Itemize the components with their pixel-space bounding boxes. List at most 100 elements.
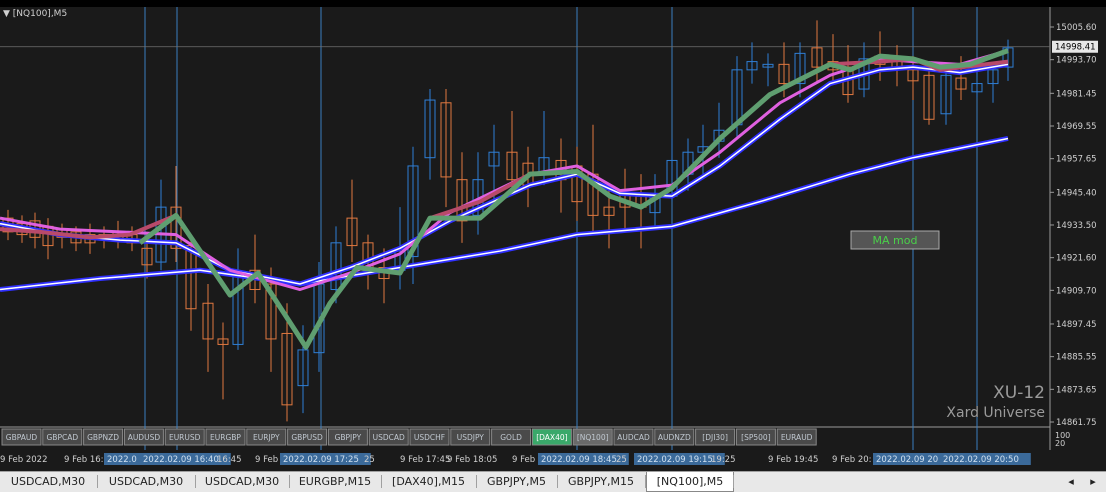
symbol-button-label: GBPCAD bbox=[46, 433, 78, 442]
symbol-button-dax40[interactable] bbox=[531, 428, 572, 446]
chart-symbol-label: [NQ100],M5 bbox=[12, 9, 68, 19]
ma-mod-label: MA mod bbox=[873, 234, 918, 247]
symbol-button-sp500[interactable] bbox=[735, 428, 776, 446]
symbol-button-label: GBPAUD bbox=[6, 433, 38, 442]
bull-candle bbox=[987, 69, 999, 85]
brand-subtitle: Xard Universe bbox=[946, 405, 1045, 421]
symbol-button-eurusd[interactable] bbox=[164, 428, 205, 446]
tab-separator bbox=[289, 475, 290, 488]
time-label: 2022.02.09 18:45 bbox=[541, 455, 617, 465]
time-highlight bbox=[104, 453, 142, 465]
chart-tab-6[interactable]: GBPJPY,M15 bbox=[567, 475, 635, 488]
price-label: 14957.65 bbox=[1056, 155, 1097, 165]
time-label: 9 Feb 19:45 bbox=[768, 455, 818, 465]
bear-candle bbox=[217, 338, 229, 345]
scroll-left-icon[interactable]: ◂ bbox=[1068, 475, 1074, 488]
time-label: 9 Feb 17:45 bbox=[400, 455, 450, 465]
bear-candle bbox=[281, 332, 293, 406]
time-label: 9 Feb 18:05 bbox=[447, 455, 497, 465]
time-highlight bbox=[140, 453, 231, 465]
bull-candle bbox=[1002, 47, 1014, 68]
symbol-button-gold[interactable] bbox=[491, 428, 532, 446]
symbol-button-label: AUDCAD bbox=[617, 433, 650, 442]
chart-tab-5[interactable]: GBPJPY,M5 bbox=[486, 475, 547, 488]
symbol-button-eurjpy[interactable] bbox=[246, 428, 287, 446]
symbol-button-audnzd[interactable] bbox=[654, 428, 695, 446]
symbol-button-gbpusd[interactable] bbox=[287, 428, 328, 446]
symbol-button-gbpjpy[interactable] bbox=[327, 428, 368, 446]
indicator-scale-20: 20 bbox=[1055, 439, 1065, 448]
symbol-button-nq100[interactable] bbox=[572, 428, 613, 446]
chart-tab-4[interactable]: [DAX40],M15 bbox=[392, 475, 465, 488]
symbol-button-usdjpy[interactable] bbox=[450, 428, 491, 446]
symbol-button-label: GBPUSD bbox=[291, 433, 323, 442]
bear-candle bbox=[778, 63, 790, 85]
price-label: 14945.40 bbox=[1056, 188, 1097, 198]
symbol-button-gbpaud[interactable] bbox=[1, 428, 42, 446]
symbol-button-gbpcad[interactable] bbox=[42, 428, 83, 446]
time-label: 2022.02.09 19:15 bbox=[637, 455, 713, 465]
time-highlight bbox=[873, 453, 948, 465]
symbol-button-label: USDCHF bbox=[414, 433, 445, 442]
symbol-button-audcad[interactable] bbox=[613, 428, 654, 446]
scroll-right-icon[interactable]: ▸ bbox=[1090, 475, 1096, 488]
time-label: 2022.02.09 17:25 bbox=[283, 455, 359, 465]
time-label: 2022.0 bbox=[107, 455, 137, 465]
current-price-box bbox=[1052, 40, 1098, 53]
symbol-button-label: [NQ100] bbox=[577, 433, 609, 442]
brand-title: XU-12 bbox=[993, 383, 1045, 403]
bull-candle bbox=[297, 349, 309, 387]
time-label: 9 Feb bbox=[255, 455, 278, 465]
time-label: 16:45 bbox=[217, 455, 242, 465]
price-label: 14993.70 bbox=[1056, 56, 1097, 66]
bear-candle bbox=[202, 302, 214, 340]
bear-candle bbox=[170, 206, 182, 249]
symbol-button-audusd[interactable] bbox=[123, 428, 164, 446]
symbol-button-label: [DAX40] bbox=[536, 433, 567, 442]
bear-candle bbox=[265, 283, 277, 340]
top-strip bbox=[0, 0, 1106, 7]
time-label: 2022.02.09 20:50 bbox=[943, 455, 1019, 465]
chart-tab-7[interactable]: [NQ100],M5 bbox=[646, 472, 734, 492]
symbol-button-usdchf[interactable] bbox=[409, 428, 450, 446]
slow-ma-inner bbox=[0, 137, 1009, 291]
bear-candle bbox=[603, 206, 615, 216]
tab-separator bbox=[476, 475, 477, 488]
time-highlight bbox=[634, 453, 725, 465]
bull-candle bbox=[794, 52, 806, 85]
symbol-button-euraud[interactable] bbox=[776, 428, 817, 446]
bull-candle bbox=[407, 165, 419, 258]
time-label: 19:25 bbox=[711, 455, 736, 465]
symbol-button-label: EURJPY bbox=[253, 433, 280, 442]
price-label: 14861.75 bbox=[1056, 418, 1097, 428]
price-label: 14933.50 bbox=[1056, 221, 1097, 231]
bear-candle bbox=[456, 179, 468, 222]
symbol-button-gbpnzd[interactable] bbox=[83, 428, 124, 446]
bull-candle bbox=[330, 242, 342, 291]
chart-menu-arrow-icon[interactable]: ▼ bbox=[3, 9, 10, 19]
symbol-button-usdcad[interactable] bbox=[368, 428, 409, 446]
chart-tab-3[interactable]: EURGBP,M15 bbox=[298, 475, 372, 488]
chart-tab-2[interactable]: USDCAD,M30 bbox=[204, 475, 280, 488]
time-label: 25 bbox=[616, 455, 627, 465]
symbol-button-label: USDCAD bbox=[373, 433, 405, 442]
chart-tab-0[interactable]: USDCAD,M30 bbox=[10, 475, 86, 488]
chart-tab-1[interactable]: USDCAD,M30 bbox=[108, 475, 184, 488]
bear-candle bbox=[440, 102, 452, 178]
green-ma bbox=[138, 48, 1009, 350]
symbol-button-label: EURUSD bbox=[169, 433, 201, 442]
price-label: 14897.45 bbox=[1056, 320, 1097, 330]
bear-candle bbox=[955, 77, 967, 90]
time-highlight bbox=[940, 453, 1031, 465]
bull-candle bbox=[762, 63, 774, 68]
bear-candle bbox=[907, 69, 919, 82]
symbol-button-eurgbp[interactable] bbox=[205, 428, 246, 446]
symbol-button-dji30[interactable] bbox=[695, 428, 736, 446]
bear-candle bbox=[141, 247, 153, 266]
ma-mod-box[interactable] bbox=[850, 230, 940, 250]
time-label: 9 Feb 2022 bbox=[0, 455, 48, 465]
symbol-button-label: EURAUD bbox=[781, 433, 813, 442]
price-label: 14981.45 bbox=[1056, 89, 1097, 99]
